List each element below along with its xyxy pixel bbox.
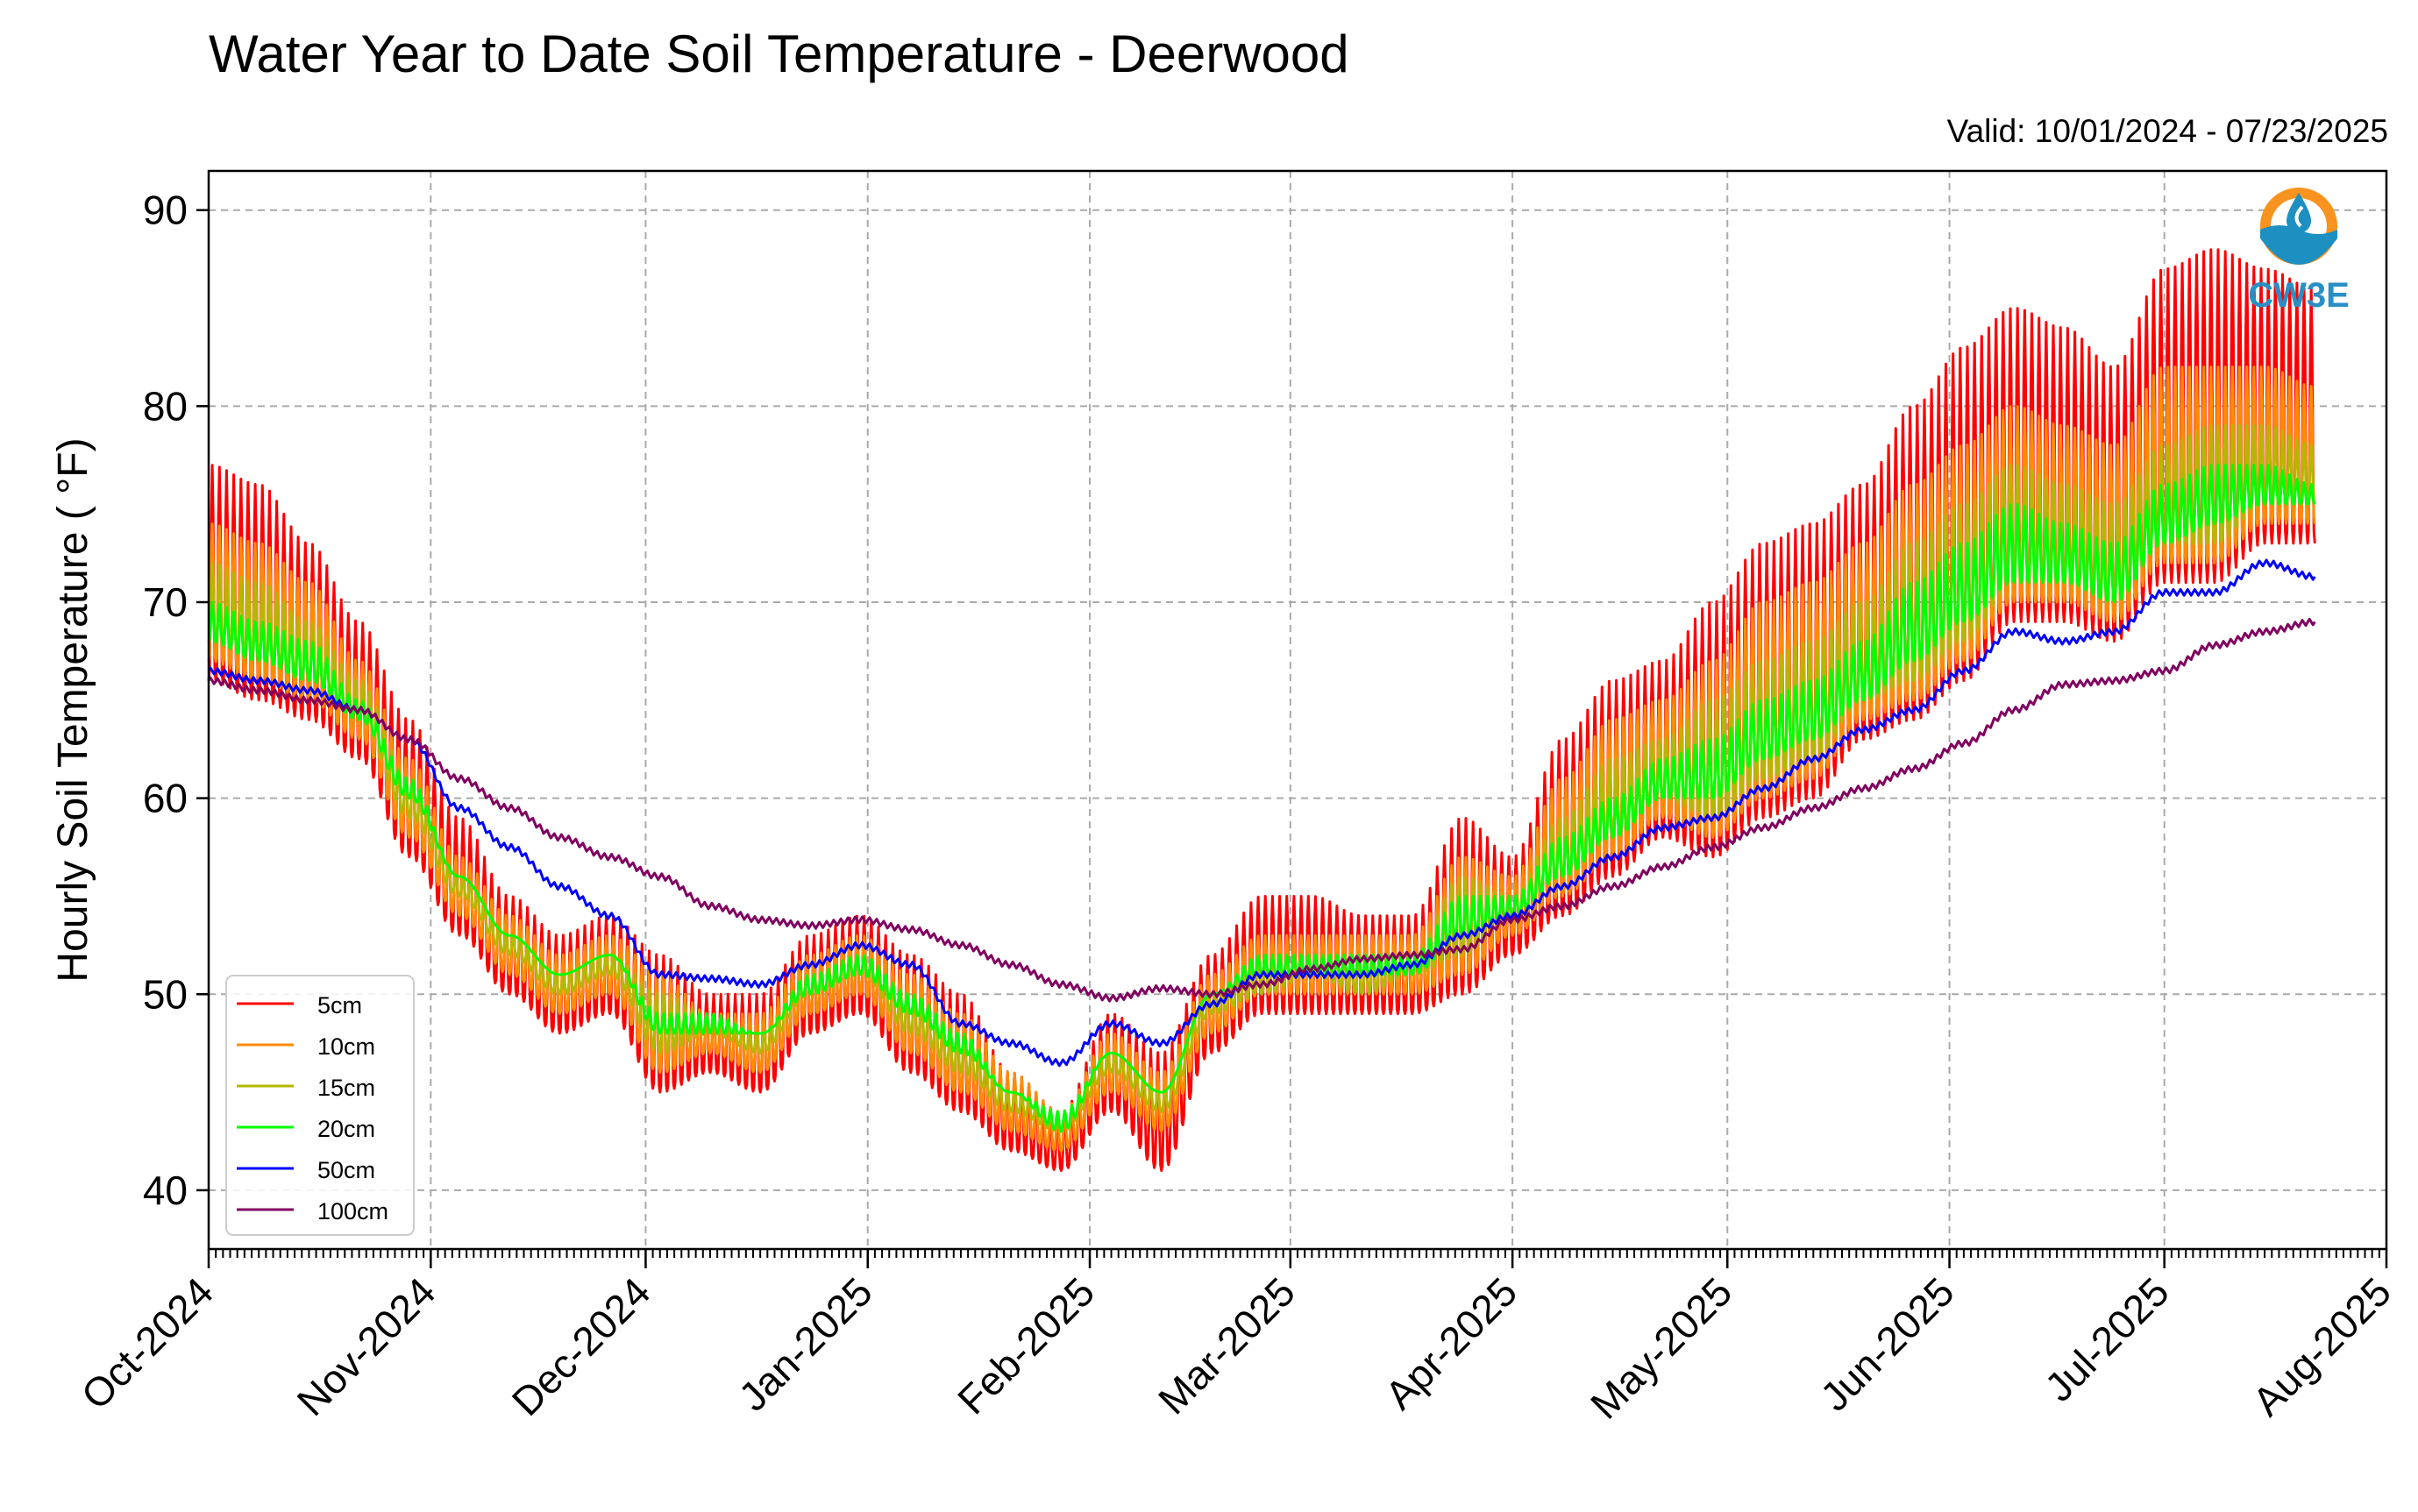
legend-label-20cm: 20cm [317, 1116, 375, 1142]
series-lines [207, 248, 2316, 1172]
series-line-5cm [207, 248, 2316, 1172]
logo-text: CW3E [2248, 276, 2350, 315]
y-tick-label: 60 [143, 776, 188, 821]
y-tick-label: 70 [143, 579, 188, 625]
legend-frame [225, 975, 415, 1236]
series-line-50cm [207, 558, 2316, 1068]
y-axis-label: Hourly Soil Temperature ( °F) [50, 437, 96, 982]
y-tick-label: 40 [143, 1168, 188, 1213]
logo-wave-band [2260, 225, 2337, 265]
series-line-15cm [207, 424, 2316, 1133]
legend-label-15cm: 15cm [317, 1075, 375, 1101]
legend: 5cm 10cm 15cm 20cm 50cm 100cm [225, 975, 415, 1236]
chart-subtitle: Valid: 10/01/2024 - 07/23/2025 [1947, 113, 2388, 149]
logo-swirl [2294, 205, 2304, 228]
legend-label-100cm: 100cm [317, 1198, 388, 1225]
series-line-100cm [207, 617, 2316, 1003]
y-tick-label: 50 [143, 971, 188, 1017]
y-tick-label: 80 [143, 383, 188, 429]
cw3e-logo: CW3E [2248, 188, 2350, 315]
legend-label-5cm: 5cm [317, 992, 362, 1019]
y-tick-label: 90 [143, 188, 188, 233]
legend-label-50cm: 50cm [317, 1157, 375, 1183]
legend-label-10cm: 10cm [317, 1033, 375, 1060]
chart-title: Water Year to Date Soil Temperature - De… [209, 25, 1349, 83]
